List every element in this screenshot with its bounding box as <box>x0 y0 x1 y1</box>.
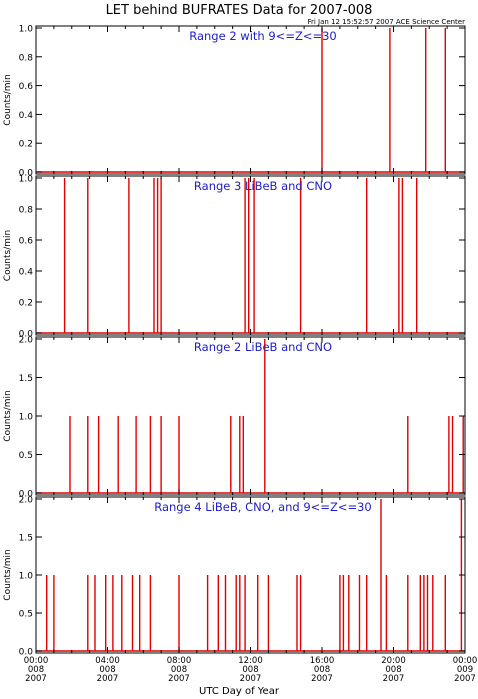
panel-1-series-line <box>36 28 465 173</box>
panel-1: 0.0 0.2 0.4 0.6 0.8 1.0 Counts/min Range 2 with… <box>3 25 466 179</box>
x-tick-label: 04:00 <box>95 656 120 666</box>
x-tick-label: 008 <box>28 665 44 675</box>
x-tick-label: 2007 <box>383 674 405 684</box>
panel-2-frame <box>35 175 466 336</box>
x-tick-label: 12:00 <box>238 656 263 666</box>
panel-3-series-line <box>36 339 465 494</box>
y-axis-label: Counts/min <box>3 230 13 281</box>
y-tick-label: 0.0 <box>19 490 34 500</box>
y-tick-label: 0.0 <box>19 169 34 179</box>
y-tick-label: 0.5 <box>19 451 33 461</box>
y-tick-label: 0.8 <box>19 53 34 63</box>
panel-4-series-line <box>36 499 465 652</box>
x-tick-label: 008 <box>99 665 115 675</box>
y-tick-label: 0.6 <box>19 82 34 92</box>
panels: 0.0 0.2 0.4 0.6 0.8 1.0 Counts/min Range 2 with… <box>3 25 477 685</box>
panel-3-frame <box>35 336 466 496</box>
y-tick-label: 2.0 <box>19 336 34 346</box>
y-tick-label: 0.6 <box>19 237 34 247</box>
y-tick-label: 0.2 <box>19 299 33 309</box>
x-tick-label: 00:00 <box>24 656 49 666</box>
y-tick-label: 1.5 <box>19 374 33 384</box>
y-tick-label: 1.5 <box>19 534 33 544</box>
y-tick-label: 1.0 <box>19 175 34 185</box>
panel-1-frame <box>35 25 466 175</box>
timestamp: Fri Jan 12 15:52:57 2007 ACE Science Cen… <box>307 18 465 26</box>
y-axis-label: Counts/min <box>3 74 13 125</box>
y-tick-label: 0.4 <box>19 268 34 278</box>
y-tick-label: 2.0 <box>19 496 34 506</box>
panel-4: 0.0 0.5 1.0 1.5 2.0 Counts/min Range 4 LiBeB, … <box>3 496 466 658</box>
figure-title: LET behind BUFRATES Data for 2007-008 <box>106 3 373 18</box>
panel-title: Range 2 LiBeB and CNO <box>194 340 332 354</box>
x-tick-label: 2007 <box>311 674 333 684</box>
panel-4-frame <box>35 496 466 654</box>
panel-3: 0.0 0.5 1.0 1.5 2.0 Counts/min Range 2 LiBeB a… <box>3 336 466 500</box>
x-tick-label: 08:00 <box>167 656 192 666</box>
x-axis-label: UTC Day of Year <box>199 686 280 697</box>
panel-title: Range 2 with 9<=Z<=30 <box>189 29 337 43</box>
x-tick-label: 008 <box>171 665 187 675</box>
x-tick-label: 2007 <box>97 674 119 684</box>
y-tick-label: 0.2 <box>19 140 33 150</box>
panel-title: Range 3 LiBeB and CNO <box>194 179 332 193</box>
y-tick-label: 0.0 <box>19 648 34 658</box>
panel-2-series-line <box>36 178 465 334</box>
x-tick-label: 008 <box>314 665 330 675</box>
y-tick-label: 0.5 <box>19 610 33 620</box>
y-tick-label: 1.0 <box>19 25 34 35</box>
y-axis-label: Counts/min <box>3 549 13 600</box>
y-tick-label: 0.0 <box>19 330 34 340</box>
x-tick-label: 2007 <box>454 674 476 684</box>
x-tick-label: 009 <box>457 665 473 675</box>
y-tick-label: 0.8 <box>19 206 34 216</box>
x-tick-label: 00:00 <box>453 656 478 666</box>
x-tick-label: 2007 <box>25 674 47 684</box>
y-tick-label: 0.4 <box>19 111 34 121</box>
y-tick-label: 1.0 <box>19 413 34 423</box>
y-axis-label: Counts/min <box>3 390 13 441</box>
panel-title: Range 4 LiBeB, CNO, and 9<=Z<=30 <box>154 500 372 514</box>
x-tick-label: 008 <box>385 665 401 675</box>
x-tick-label: 20:00 <box>381 656 406 666</box>
x-tick-label: 2007 <box>240 674 262 684</box>
x-tick-label: 008 <box>242 665 258 675</box>
x-tick-label: 2007 <box>168 674 190 684</box>
x-tick-label: 16:00 <box>310 656 335 666</box>
panel-2: 0.0 0.2 0.4 0.6 0.8 1.0 Counts/min Range 3 LiBe… <box>3 175 466 340</box>
y-tick-label: 1.0 <box>19 572 34 582</box>
